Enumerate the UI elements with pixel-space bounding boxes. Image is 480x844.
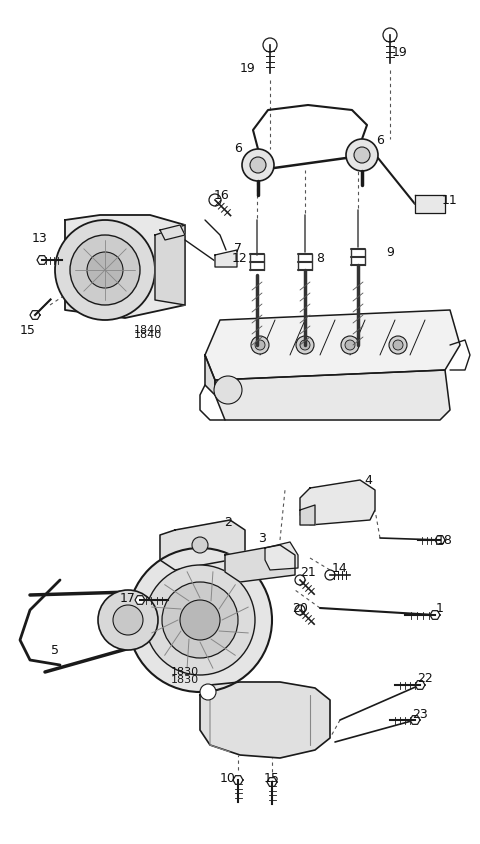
Polygon shape <box>435 536 445 544</box>
Polygon shape <box>415 680 425 690</box>
Circle shape <box>209 194 221 206</box>
Text: 20: 20 <box>292 602 308 614</box>
Text: 9: 9 <box>386 246 394 258</box>
Circle shape <box>346 139 378 171</box>
Polygon shape <box>155 225 185 305</box>
Circle shape <box>162 582 238 658</box>
Text: 13: 13 <box>32 231 48 245</box>
Circle shape <box>242 149 274 181</box>
Text: 5: 5 <box>51 643 59 657</box>
Circle shape <box>87 252 123 288</box>
Text: 19: 19 <box>392 46 408 58</box>
Polygon shape <box>415 195 445 213</box>
Polygon shape <box>233 776 243 784</box>
Polygon shape <box>225 545 295 582</box>
Circle shape <box>295 575 305 585</box>
Polygon shape <box>200 682 330 758</box>
Polygon shape <box>135 596 145 604</box>
Polygon shape <box>215 250 237 267</box>
Polygon shape <box>30 311 40 319</box>
Text: 23: 23 <box>412 708 428 722</box>
Text: 3: 3 <box>258 532 266 544</box>
Polygon shape <box>205 355 215 395</box>
Text: 21: 21 <box>300 565 316 578</box>
Text: 19: 19 <box>240 62 256 74</box>
Circle shape <box>295 605 305 615</box>
Text: 1840: 1840 <box>134 325 162 335</box>
Text: 4: 4 <box>364 473 372 486</box>
Text: 6: 6 <box>234 142 242 154</box>
Text: 10: 10 <box>220 771 236 785</box>
Text: 18: 18 <box>437 533 453 547</box>
Text: 8: 8 <box>316 252 324 264</box>
Text: 16: 16 <box>214 188 230 202</box>
Circle shape <box>113 605 143 635</box>
Text: 15: 15 <box>264 771 280 785</box>
Circle shape <box>180 600 220 640</box>
Circle shape <box>250 157 266 173</box>
Text: 11: 11 <box>442 193 458 207</box>
Polygon shape <box>65 215 185 318</box>
Circle shape <box>296 336 314 354</box>
Text: 1840: 1840 <box>134 330 162 340</box>
Circle shape <box>145 565 255 675</box>
Circle shape <box>354 147 370 163</box>
Text: 12: 12 <box>232 252 248 264</box>
Text: 22: 22 <box>417 672 433 684</box>
Text: 1830: 1830 <box>171 667 199 677</box>
Circle shape <box>55 220 155 320</box>
Polygon shape <box>37 256 47 264</box>
Text: 6: 6 <box>376 133 384 147</box>
Circle shape <box>393 340 403 350</box>
Polygon shape <box>160 225 185 240</box>
Circle shape <box>300 340 310 350</box>
Circle shape <box>251 336 269 354</box>
Circle shape <box>192 537 208 553</box>
Polygon shape <box>300 480 375 525</box>
Text: 17: 17 <box>120 592 136 604</box>
Polygon shape <box>205 310 460 380</box>
Polygon shape <box>300 505 315 525</box>
Polygon shape <box>410 716 420 724</box>
Text: 1830: 1830 <box>171 675 199 685</box>
Text: 2: 2 <box>224 516 232 528</box>
Polygon shape <box>215 370 450 420</box>
Circle shape <box>200 684 216 700</box>
Circle shape <box>98 590 158 650</box>
Circle shape <box>325 570 335 580</box>
Circle shape <box>128 548 272 692</box>
Polygon shape <box>265 542 298 570</box>
Text: 15: 15 <box>20 323 36 337</box>
Polygon shape <box>160 520 245 570</box>
Text: 1: 1 <box>436 602 444 614</box>
Text: 14: 14 <box>332 561 348 575</box>
Circle shape <box>341 336 359 354</box>
Polygon shape <box>267 777 277 787</box>
Circle shape <box>345 340 355 350</box>
Circle shape <box>389 336 407 354</box>
Circle shape <box>255 340 265 350</box>
Polygon shape <box>430 611 440 619</box>
Circle shape <box>383 28 397 42</box>
Circle shape <box>70 235 140 305</box>
Circle shape <box>214 376 242 404</box>
Circle shape <box>263 38 277 52</box>
Text: 7: 7 <box>234 241 242 255</box>
